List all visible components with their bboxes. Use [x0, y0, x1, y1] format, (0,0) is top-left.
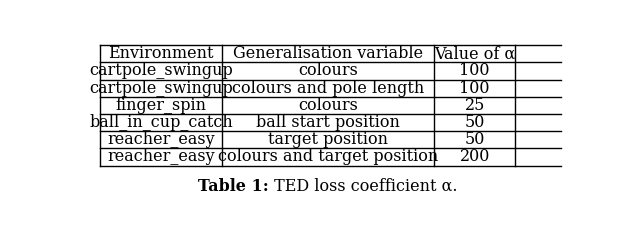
- Text: reacher_easy: reacher_easy: [107, 131, 215, 148]
- Text: ball_in_cup_catch: ball_in_cup_catch: [89, 114, 233, 131]
- Text: colours and target position: colours and target position: [218, 148, 438, 166]
- Text: 100: 100: [460, 80, 490, 97]
- Text: target position: target position: [268, 131, 388, 148]
- Text: 200: 200: [460, 148, 490, 166]
- Text: Table 1:: Table 1:: [198, 178, 269, 195]
- Text: Generalisation variable: Generalisation variable: [233, 45, 423, 62]
- Text: reacher_easy: reacher_easy: [107, 148, 215, 166]
- Text: 100: 100: [460, 63, 490, 79]
- Text: finger_spin: finger_spin: [115, 97, 207, 114]
- Text: TED loss coefficient α.: TED loss coefficient α.: [269, 178, 458, 195]
- Text: ball start position: ball start position: [256, 114, 400, 131]
- Text: 50: 50: [465, 131, 485, 148]
- Text: 50: 50: [465, 114, 485, 131]
- Text: Environment: Environment: [108, 45, 214, 62]
- Text: cartpole_swingup: cartpole_swingup: [89, 63, 233, 79]
- Text: 25: 25: [465, 97, 485, 114]
- Text: Value of α: Value of α: [434, 45, 515, 62]
- Text: colours: colours: [298, 97, 358, 114]
- Text: cartpole_swingup: cartpole_swingup: [89, 80, 233, 97]
- Text: colours and pole length: colours and pole length: [232, 80, 424, 97]
- Text: colours: colours: [298, 63, 358, 79]
